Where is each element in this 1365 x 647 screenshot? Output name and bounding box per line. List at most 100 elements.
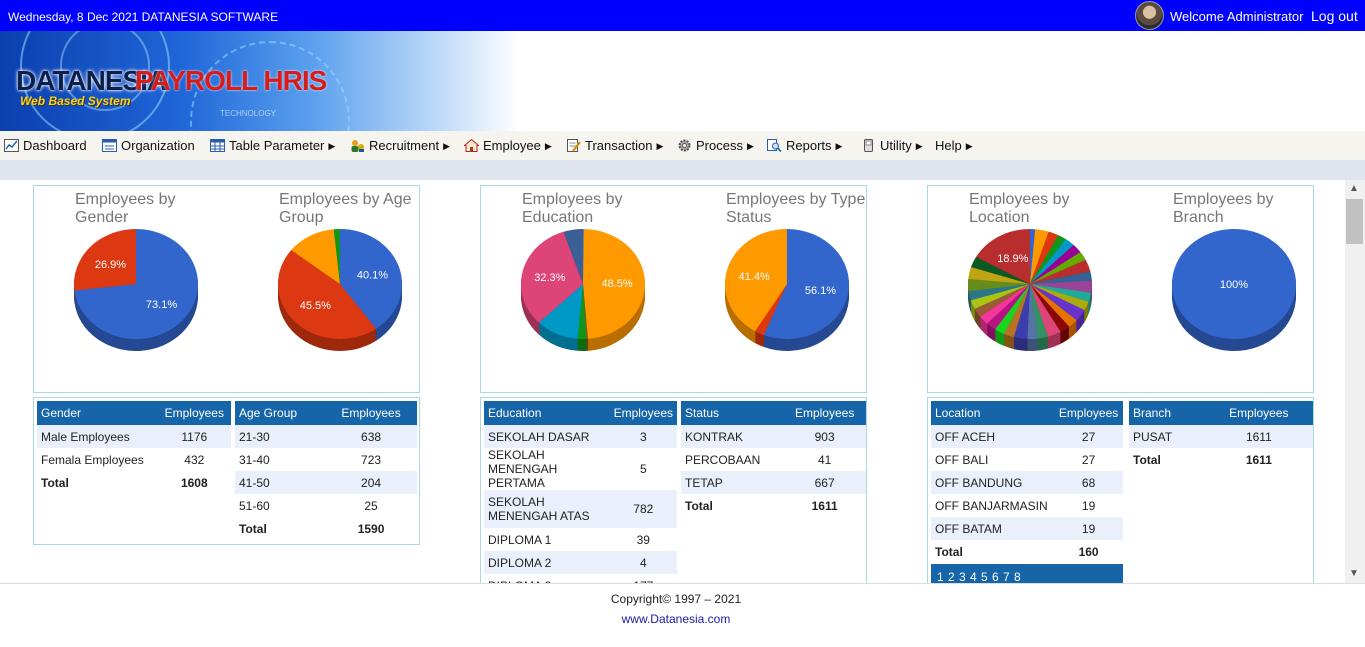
table-row[interactable]: Male Employees 1176 bbox=[37, 425, 231, 448]
table-row[interactable]: 31-40 723 bbox=[235, 448, 417, 471]
table-row[interactable]: OFF ACEH 27 bbox=[931, 425, 1123, 448]
pie-slice-n[interactable] bbox=[1030, 284, 1077, 327]
pie-slice-l[interactable] bbox=[1030, 284, 1089, 311]
pie-slice-f[interactable] bbox=[1030, 244, 1081, 284]
menu-item-organization[interactable]: Organization bbox=[102, 138, 195, 153]
column-header[interactable]: Location bbox=[931, 401, 1055, 425]
menu-item-utility[interactable]: Utility ▶ bbox=[861, 138, 923, 153]
menu-item-help[interactable]: Help ▶ bbox=[935, 138, 973, 153]
pie-slice-c[interactable] bbox=[1030, 231, 1059, 284]
pie-slice-41-50[interactable] bbox=[291, 229, 340, 284]
column-header[interactable]: Employees bbox=[157, 401, 231, 425]
pie-slice-w[interactable] bbox=[980, 284, 1030, 324]
scroll-up-icon[interactable]: ▲ bbox=[1349, 183, 1359, 194]
pie-slice-u[interactable] bbox=[994, 284, 1030, 334]
table-row[interactable]: TETAP 667 bbox=[681, 471, 866, 494]
table-row[interactable]: 51-60 25 bbox=[235, 494, 417, 517]
user-avatar[interactable] bbox=[1135, 1, 1164, 30]
column-header[interactable]: Education bbox=[484, 401, 610, 425]
column-header[interactable]: Employees bbox=[1204, 401, 1313, 425]
row-value: 3 bbox=[609, 425, 677, 448]
pie-slice-51-60[interactable] bbox=[333, 229, 340, 284]
column-header[interactable]: Employees bbox=[325, 401, 417, 425]
pie-slice-x[interactable] bbox=[974, 284, 1030, 317]
table-row[interactable]: 21-30 638 bbox=[235, 425, 417, 448]
column-header[interactable]: Status bbox=[681, 401, 784, 425]
menu-item-table-parameter[interactable]: Table Parameter ▶ bbox=[210, 138, 335, 153]
table-row[interactable]: OFF BANDUNG 68 bbox=[931, 471, 1123, 494]
pie-slice-i[interactable] bbox=[1030, 271, 1092, 284]
table-row[interactable]: 41-50 204 bbox=[235, 471, 417, 494]
pie-slice-sma[interactable] bbox=[583, 229, 645, 339]
pie-slice-z[interactable] bbox=[968, 284, 1030, 301]
menu-item-recruitment[interactable]: Recruitment ▶ bbox=[350, 138, 450, 153]
pie-slice-q[interactable] bbox=[1030, 284, 1048, 339]
column-header[interactable]: Employees bbox=[783, 401, 866, 425]
pie-slice-21-30[interactable] bbox=[340, 229, 402, 329]
pie-slice-k[interactable] bbox=[1030, 284, 1092, 302]
pie-slice-h[interactable] bbox=[1030, 259, 1091, 284]
pie-slice-d[interactable] bbox=[1030, 235, 1066, 284]
table-row[interactable]: DIPLOMA 1 39 bbox=[484, 528, 677, 551]
pie-slice-smp[interactable] bbox=[583, 284, 589, 339]
menu-item-reports[interactable]: Reports ▶ bbox=[767, 138, 842, 153]
table-row[interactable]: OFF BANJARMASIN 19 bbox=[931, 494, 1123, 517]
pie-slice-bb[interactable] bbox=[968, 267, 1030, 284]
column-header[interactable]: Age Group bbox=[235, 401, 326, 425]
table-row[interactable]: DIPLOMA 3177 bbox=[484, 574, 677, 584]
pie-slice-j[interactable] bbox=[1030, 280, 1092, 293]
column-header[interactable]: Gender bbox=[37, 401, 158, 425]
pie-slice-cc[interactable] bbox=[971, 256, 1030, 284]
page-scrollbar[interactable]: ▲ ▼ bbox=[1345, 180, 1365, 583]
menu-item-process[interactable]: Process ▶ bbox=[677, 138, 754, 153]
pie-slice-31-40[interactable] bbox=[278, 250, 377, 339]
pie-slice-p[interactable] bbox=[1030, 284, 1061, 337]
location-pager[interactable]: 1 2 3 4 5 6 7 8 bbox=[931, 564, 1123, 583]
table-row[interactable]: PUSAT 1611 bbox=[1129, 425, 1313, 448]
pie-slice-other[interactable] bbox=[563, 229, 583, 284]
pie-slice-a[interactable] bbox=[1030, 229, 1036, 284]
table-row[interactable]: PERCOBAAN 41 bbox=[681, 448, 866, 471]
menu-item-dashboard[interactable]: Dashboard bbox=[4, 138, 87, 153]
pie-slice-v[interactable] bbox=[986, 284, 1030, 330]
pie-slice-r[interactable] bbox=[1027, 284, 1038, 339]
website-link[interactable]: www.Datanesia.com bbox=[621, 612, 731, 626]
pie-slice-s1[interactable] bbox=[521, 231, 583, 323]
pie-slice-pusat[interactable] bbox=[1172, 228, 1296, 340]
pie-slice-m[interactable] bbox=[1030, 284, 1085, 321]
pie-slice-t[interactable] bbox=[1003, 284, 1030, 338]
pie-slice-o[interactable] bbox=[1030, 284, 1070, 332]
table-row[interactable]: OFF BALI 27 bbox=[931, 448, 1123, 471]
menu-item-employee[interactable]: Employee ▶ bbox=[463, 138, 552, 153]
pie-slice-tetap[interactable] bbox=[725, 229, 787, 332]
pie-slice-percobaan[interactable] bbox=[755, 284, 787, 336]
pie-slice-sd[interactable] bbox=[583, 229, 584, 284]
pie-slice-female[interactable] bbox=[74, 229, 136, 291]
column-header[interactable]: Branch bbox=[1129, 401, 1205, 425]
pie-slice-g[interactable] bbox=[1030, 251, 1086, 284]
pie-slice-d1[interactable] bbox=[577, 284, 587, 339]
logout-link[interactable]: Log out bbox=[1311, 8, 1358, 24]
pie-slice-s[interactable] bbox=[1013, 284, 1030, 339]
pie-slice-y[interactable] bbox=[970, 284, 1030, 309]
menu-item-transaction[interactable]: Transaction ▶ bbox=[566, 138, 663, 153]
column-header[interactable]: Employees bbox=[1054, 401, 1123, 425]
table-row[interactable]: OFF BATAM 19 bbox=[931, 517, 1123, 540]
column-header[interactable]: Employees bbox=[609, 401, 677, 425]
pie-slice-aa[interactable] bbox=[968, 279, 1030, 292]
scroll-thumb[interactable] bbox=[1346, 199, 1363, 244]
table-row[interactable]: KONTRAK 903 bbox=[681, 425, 866, 448]
pie-slice-male[interactable] bbox=[74, 229, 198, 339]
pie-slice-kontrak[interactable] bbox=[763, 229, 849, 339]
scroll-down-icon[interactable]: ▼ bbox=[1349, 568, 1359, 579]
pie-slice-d2[interactable] bbox=[538, 284, 583, 339]
row-label: OFF BATAM bbox=[931, 517, 1055, 540]
pie-slice-dd[interactable] bbox=[976, 229, 1030, 284]
table-row[interactable]: SEKOLAH MENENGAH ATAS 782 bbox=[484, 490, 677, 528]
table-row[interactable]: Femala Employees 432 bbox=[37, 448, 231, 471]
table-row[interactable]: SEKOLAH DASAR 3 bbox=[484, 425, 677, 448]
pie-slice-b[interactable] bbox=[1030, 229, 1049, 284]
pie-slice-e[interactable] bbox=[1030, 239, 1074, 284]
table-row[interactable]: SEKOLAH MENENGAH PERTAMA 5 bbox=[484, 448, 677, 490]
